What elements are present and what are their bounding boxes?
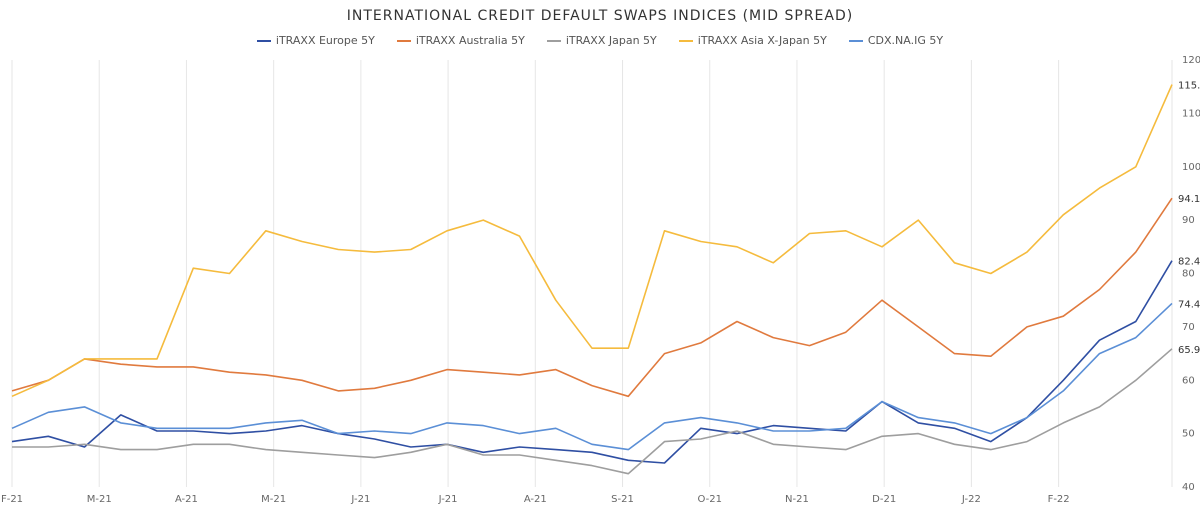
series-line-2 bbox=[11, 197, 1173, 398]
end-value-label: 115.4 bbox=[1178, 81, 1200, 92]
legend-swatch bbox=[678, 39, 693, 42]
x-tick-label: A-21 bbox=[175, 494, 198, 505]
legend-item: iTRAXX Asia X-Japan 5Y bbox=[678, 34, 827, 47]
legend: iTRAXX Europe 5Y iTRAXX Australia 5Y iTRAX… bbox=[0, 34, 1200, 47]
legend-swatch bbox=[546, 39, 561, 42]
x-tick-label: J-22 bbox=[961, 494, 981, 505]
x-tick-label: J-21 bbox=[438, 494, 458, 505]
series-line-1 bbox=[11, 260, 1173, 464]
y-tick-label: 70 bbox=[1182, 322, 1195, 333]
x-tick-label: O-21 bbox=[698, 494, 722, 505]
legend-swatch bbox=[256, 39, 271, 42]
x-tick-label: A-21 bbox=[524, 494, 547, 505]
y-tick-label: 90 bbox=[1182, 215, 1195, 226]
legend-item: iTRAXX Australia 5Y bbox=[396, 34, 525, 47]
y-tick-label: 80 bbox=[1182, 269, 1195, 280]
y-tick-label: 50 bbox=[1182, 429, 1195, 440]
end-value-label: 94.1 bbox=[1178, 194, 1200, 205]
y-tick-label: 40 bbox=[1182, 482, 1195, 493]
legend-label: iTRAXX Europe 5Y bbox=[275, 34, 375, 47]
legend-label: iTRAXX Japan 5Y bbox=[565, 34, 657, 47]
series-line-5 bbox=[11, 302, 1173, 451]
legend-item: iTRAXX Japan 5Y bbox=[546, 34, 657, 47]
x-tick-label: M-21 bbox=[87, 494, 112, 505]
legend-label: CDX.NA.IG 5Y bbox=[867, 34, 944, 47]
legend-swatch bbox=[848, 39, 863, 42]
y-tick-label: 100 bbox=[1182, 162, 1200, 173]
legend-item: CDX.NA.IG 5Y bbox=[848, 34, 944, 47]
series-line-3 bbox=[12, 348, 1173, 475]
legend-label: iTRAXX Asia X-Japan 5Y bbox=[697, 34, 827, 47]
end-value-label: 74.4 bbox=[1178, 299, 1200, 310]
x-tick-label: F-21 bbox=[1, 494, 23, 505]
legend-swatch bbox=[396, 39, 411, 42]
end-value-label: 65.9 bbox=[1178, 345, 1200, 356]
x-tick-label: F-22 bbox=[1048, 494, 1070, 505]
legend-label: iTRAXX Australia 5Y bbox=[415, 34, 525, 47]
y-tick-label: 110 bbox=[1182, 108, 1200, 119]
end-value-label: 82.4 bbox=[1178, 257, 1200, 268]
chart-title: INTERNATIONAL CREDIT DEFAULT SWAPS INDIC… bbox=[346, 8, 854, 24]
y-tick-label: 60 bbox=[1182, 375, 1195, 386]
x-tick-label: S-21 bbox=[611, 494, 634, 505]
x-tick-label: N-21 bbox=[785, 494, 809, 505]
x-tick-label: D-21 bbox=[872, 494, 896, 505]
y-tick-label: 120 bbox=[1182, 55, 1200, 66]
x-tick-label: J-21 bbox=[350, 494, 370, 505]
series-line-4 bbox=[11, 84, 1173, 398]
legend-item: iTRAXX Europe 5Y bbox=[256, 34, 375, 47]
x-tick-label: M-21 bbox=[261, 494, 286, 505]
